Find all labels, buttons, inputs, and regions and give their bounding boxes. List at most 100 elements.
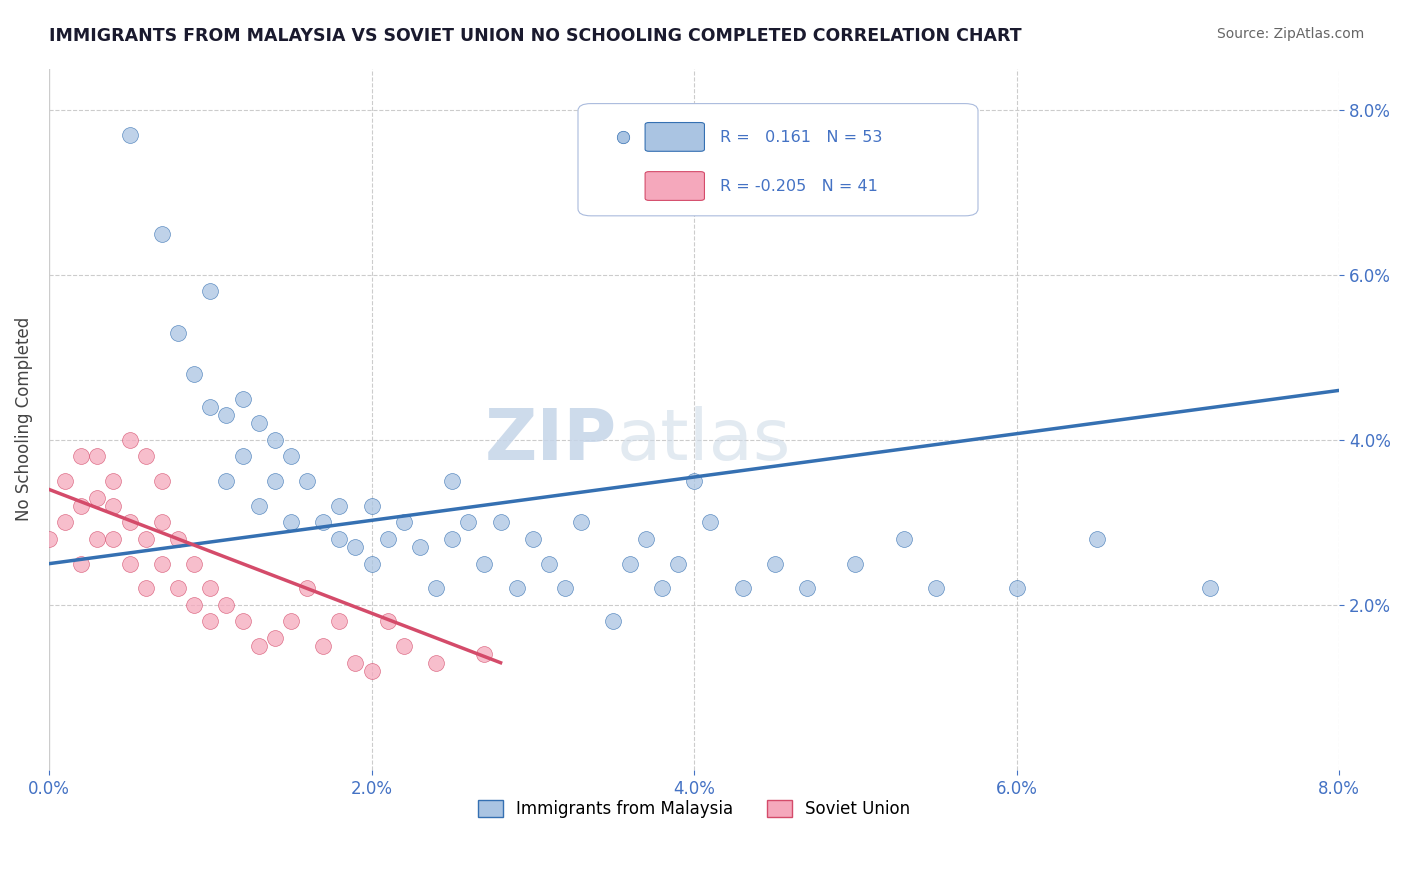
FancyBboxPatch shape [645, 171, 704, 201]
Text: R = -0.205   N = 41: R = -0.205 N = 41 [720, 179, 877, 194]
Point [295, 582, 318, 596]
Point [425, 656, 447, 670]
Point [263, 474, 285, 488]
Point [103, 499, 125, 513]
Point [263, 433, 285, 447]
Point [118, 433, 141, 447]
Point [328, 499, 350, 513]
Point [441, 532, 464, 546]
Point [150, 227, 173, 241]
Text: IMMIGRANTS FROM MALAYSIA VS SOVIET UNION NO SCHOOLING COMPLETED CORRELATION CHAR: IMMIGRANTS FROM MALAYSIA VS SOVIET UNION… [49, 27, 1022, 45]
Point [135, 532, 157, 546]
Point [231, 392, 253, 406]
Point [796, 582, 818, 596]
Point [731, 582, 754, 596]
Point [86, 491, 108, 505]
Point [1085, 532, 1108, 546]
Point [118, 557, 141, 571]
Point [763, 557, 786, 571]
Point [328, 615, 350, 629]
Point [135, 582, 157, 596]
Point [200, 285, 222, 299]
Point [925, 582, 948, 596]
Text: R =   0.161   N = 53: R = 0.161 N = 53 [720, 129, 883, 145]
FancyBboxPatch shape [578, 103, 979, 216]
Point [280, 450, 302, 464]
Point [200, 615, 222, 629]
Point [312, 639, 335, 653]
Point [231, 450, 253, 464]
Point [1005, 582, 1028, 596]
Point [377, 532, 399, 546]
Point [344, 540, 367, 554]
Point [602, 615, 624, 629]
Point [53, 474, 76, 488]
Point [344, 656, 367, 670]
Point [554, 582, 576, 596]
Text: atlas: atlas [617, 406, 792, 475]
Point [893, 532, 915, 546]
Point [118, 516, 141, 530]
Point [118, 128, 141, 142]
Point [489, 516, 512, 530]
Point [183, 598, 205, 612]
Point [215, 598, 238, 612]
Point [666, 557, 689, 571]
Point [377, 615, 399, 629]
Point [360, 557, 382, 571]
Point [1199, 582, 1222, 596]
Point [86, 532, 108, 546]
Point [103, 532, 125, 546]
Point [360, 664, 382, 678]
Point [53, 516, 76, 530]
Point [200, 400, 222, 414]
Point [699, 516, 721, 530]
Point [103, 474, 125, 488]
Point [457, 516, 479, 530]
Point [263, 631, 285, 645]
Point [569, 516, 592, 530]
Point [135, 450, 157, 464]
Point [619, 557, 641, 571]
Point [150, 516, 173, 530]
Point [215, 474, 238, 488]
Point [200, 582, 222, 596]
Point [392, 639, 415, 653]
Text: Source: ZipAtlas.com: Source: ZipAtlas.com [1216, 27, 1364, 41]
Point [167, 326, 190, 340]
Point [392, 516, 415, 530]
Point [247, 499, 270, 513]
Text: ZIP: ZIP [485, 406, 617, 475]
FancyBboxPatch shape [645, 122, 704, 152]
Point [651, 582, 673, 596]
Point [70, 450, 93, 464]
Point [312, 516, 335, 530]
Point [844, 557, 866, 571]
Point [280, 516, 302, 530]
Point [183, 367, 205, 381]
Point [506, 582, 529, 596]
Point [683, 474, 706, 488]
Point [441, 474, 464, 488]
Point [215, 408, 238, 422]
Point [360, 499, 382, 513]
Point [70, 557, 93, 571]
Point [183, 557, 205, 571]
Point [150, 474, 173, 488]
Point [634, 532, 657, 546]
Point [409, 540, 432, 554]
Point [167, 532, 190, 546]
Point [167, 582, 190, 596]
Legend: Immigrants from Malaysia, Soviet Union: Immigrants from Malaysia, Soviet Union [471, 793, 917, 825]
Point [522, 532, 544, 546]
Point [150, 557, 173, 571]
Point [231, 615, 253, 629]
Point [247, 639, 270, 653]
Point [474, 648, 496, 662]
Point [328, 532, 350, 546]
Y-axis label: No Schooling Completed: No Schooling Completed [15, 318, 32, 522]
Point [537, 557, 560, 571]
Point [474, 557, 496, 571]
Point [38, 532, 60, 546]
Point [425, 582, 447, 596]
